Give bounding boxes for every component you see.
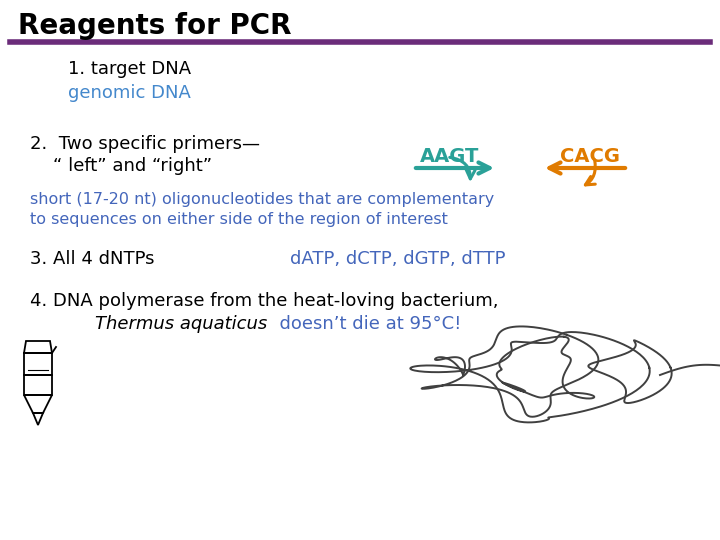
Text: 3. All 4 dNTPs: 3. All 4 dNTPs <box>30 250 155 268</box>
Text: doesn’t die at 95°C!: doesn’t die at 95°C! <box>268 315 462 333</box>
Text: Thermus aquaticus: Thermus aquaticus <box>95 315 267 333</box>
Text: CACG: CACG <box>560 147 620 166</box>
Text: 4. DNA polymerase from the heat-loving bacterium,: 4. DNA polymerase from the heat-loving b… <box>30 292 498 310</box>
Text: “ left” and “right”: “ left” and “right” <box>30 157 212 175</box>
Text: to sequences on either side of the region of interest: to sequences on either side of the regio… <box>30 212 448 227</box>
Text: dATP, dCTP, dGTP, dTTP: dATP, dCTP, dGTP, dTTP <box>290 250 505 268</box>
Text: Reagents for PCR: Reagents for PCR <box>18 12 292 40</box>
Text: genomic DNA: genomic DNA <box>68 84 191 102</box>
Text: AAGT: AAGT <box>420 147 480 166</box>
Text: 1. target DNA: 1. target DNA <box>68 60 191 78</box>
Text: 2.  Two specific primers—: 2. Two specific primers— <box>30 135 260 153</box>
Text: short (17-20 nt) oligonucleotides that are complementary: short (17-20 nt) oligonucleotides that a… <box>30 192 494 207</box>
